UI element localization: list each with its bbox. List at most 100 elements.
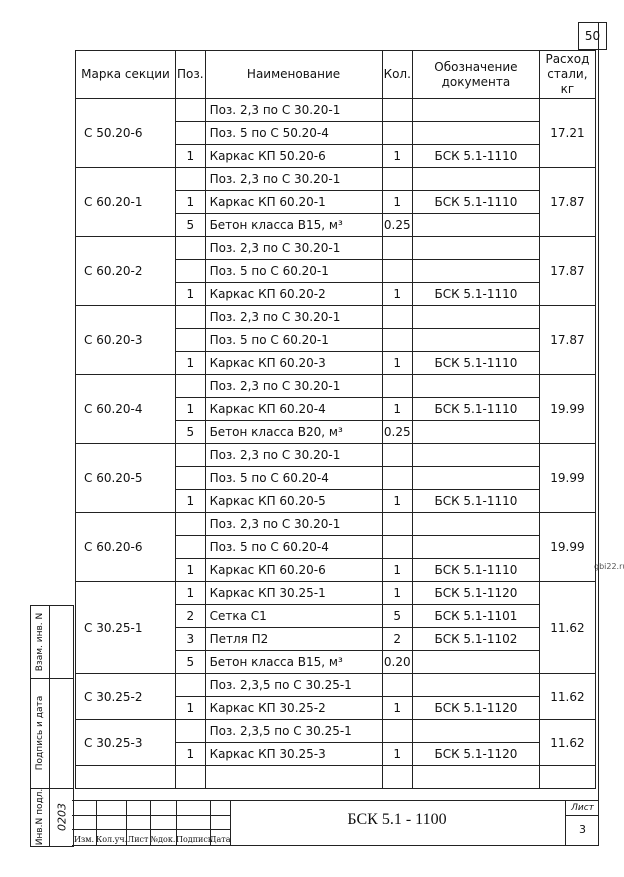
item-name: Поз. 2,3 по С 30.20-1 — [204, 236, 383, 260]
item-name: Поз. 2,3 по С 30.20-1 — [204, 305, 383, 329]
item-name: Каркас КП 60.20-1 — [204, 190, 383, 214]
position — [175, 328, 206, 352]
position: 1 — [175, 696, 206, 720]
steel-consumption: 11.62 — [538, 673, 596, 720]
section-mark: С 60.20-4 — [75, 374, 176, 444]
document-ref: БСК 5.1-1110 — [411, 144, 540, 168]
document-ref: БСК 5.1-1110 — [411, 397, 540, 421]
item-name: Каркас КП 60.20-5 — [204, 489, 383, 513]
item-name: Каркас КП 60.20-2 — [204, 282, 383, 306]
table-row: С 30.25-1 1 Каркас КП 30.25-1 1 БСК 5.1-1120… — [75, 581, 596, 674]
quantity — [381, 328, 413, 352]
table-row: 2 Сетка С1 5 БСК 5.1-1101 — [76, 604, 596, 628]
section-mark: С 60.20-1 — [75, 167, 176, 237]
position: 1 — [175, 351, 206, 375]
sheet-number: 3 — [579, 823, 586, 836]
position — [175, 374, 206, 398]
quantity — [381, 512, 413, 536]
document-ref: БСК 5.1-1120 — [411, 742, 540, 766]
position — [175, 443, 206, 467]
item-name: Каркас КП 60.20-6 — [204, 558, 383, 582]
section-mark: С 30.25-1 — [75, 581, 176, 674]
steel-consumption: 19.99 — [538, 443, 596, 513]
title-col-3: №док. — [150, 801, 177, 846]
position — [175, 466, 206, 490]
item-name: Бетон класса В20, м³ — [204, 420, 383, 444]
item-name: Поз. 5 по С 60.20-4 — [204, 466, 383, 490]
item-name: Каркас КП 50.20-6 — [204, 144, 383, 168]
value-sign-date — [49, 678, 74, 789]
table-row: 1 Каркас КП 60.20-6 1 БСК 5.1-1110 — [76, 558, 596, 582]
document-code: БСК 5.1 - 1100 — [347, 811, 447, 828]
empty-row — [75, 765, 596, 789]
header-name: Наименование — [204, 50, 383, 99]
document-ref: БСК 5.1-1110 — [411, 351, 540, 375]
item-name: Каркас КП 60.20-3 — [204, 351, 383, 375]
watermark: gbi22.ru — [594, 562, 624, 571]
quantity: 0.25 — [381, 213, 413, 237]
quantity: 0.20 — [381, 650, 413, 674]
position: 1 — [175, 489, 206, 513]
document-ref: БСК 5.1-1102 — [411, 627, 540, 651]
document-ref — [411, 374, 540, 398]
title-col-5: Дата — [210, 801, 231, 846]
label-inv-swap: Взам. инв. N — [31, 606, 49, 679]
header-qty: Кол. — [381, 50, 413, 99]
label-inv-orig: Инв.N подл. — [35, 788, 45, 846]
section-mark: С 60.20-6 — [75, 512, 176, 582]
document-ref: БСК 5.1-1110 — [411, 190, 540, 214]
document-ref — [411, 121, 540, 145]
table-row: Поз. 5 по С 60.20-1 — [76, 259, 596, 283]
side-stamp: Взам. инв. N Подпись и дата Инв.N подл. … — [30, 605, 74, 847]
table-row: С 60.20-2 Поз. 2,3 по С 30.20-1 17.87 — [75, 236, 596, 306]
position — [175, 535, 206, 559]
item-name: Поз. 5 по С 60.20-4 — [204, 535, 383, 559]
quantity: 1 — [381, 742, 413, 766]
position: 5 — [175, 650, 206, 674]
sheet-label: Лист — [566, 801, 599, 816]
document-ref: БСК 5.1-1120 — [411, 581, 540, 605]
quantity: 1 — [381, 489, 413, 513]
table-row: С 50.20-6 Поз. 2,3 по С 30.20-1 17.21 — [75, 98, 596, 168]
table-row: С 60.20-3 Поз. 2,3 по С 30.20-1 17.87 — [75, 305, 596, 375]
document-ref — [411, 305, 540, 329]
document-ref — [411, 650, 540, 674]
document-ref: БСК 5.1-1110 — [411, 282, 540, 306]
item-name: Поз. 2,3,5 по С 30.25-1 — [204, 673, 383, 697]
position: 2 — [175, 604, 206, 628]
label-sign-date: Подпись и дата — [31, 678, 49, 789]
position — [175, 236, 206, 260]
position: 1 — [175, 282, 206, 306]
quantity: 1 — [381, 282, 413, 306]
title-col-0: Изм. — [72, 801, 97, 846]
table-row: С 60.20-6 Поз. 2,3 по С 30.20-1 19.99 — [75, 512, 596, 582]
section-mark: С 60.20-3 — [75, 305, 176, 375]
document-ref — [411, 259, 540, 283]
quantity — [381, 443, 413, 467]
quantity — [381, 673, 413, 697]
document-ref — [411, 236, 540, 260]
item-name: Поз. 2,3 по С 30.20-1 — [204, 443, 383, 467]
table-row: 5 Бетон класса В20, м³ 0.25 — [76, 420, 596, 444]
document-ref — [411, 213, 540, 237]
quantity: 5 — [381, 604, 413, 628]
position — [175, 259, 206, 283]
title-col-4: Подпись — [176, 801, 212, 846]
item-name: Бетон класса В15, м³ — [204, 650, 383, 674]
header-mark: Марка секции — [75, 50, 176, 99]
position — [175, 673, 206, 697]
table-row: 1 Каркас КП 60.20-1 1 БСК 5.1-1110 — [76, 190, 596, 214]
quantity — [381, 374, 413, 398]
sheet-top-number: 50 — [578, 22, 607, 50]
steel-consumption: 19.99 — [538, 512, 596, 582]
header-doc: Обозначение документа — [411, 50, 540, 99]
item-name: Каркас КП 30.25-2 — [204, 696, 383, 720]
document-ref: БСК 5.1-1101 — [411, 604, 540, 628]
document-ref — [411, 98, 540, 122]
document-ref — [411, 420, 540, 444]
position: 1 — [175, 742, 206, 766]
document-ref — [411, 535, 540, 559]
position — [175, 121, 206, 145]
table-row: 1 Каркас КП 60.20-4 1 БСК 5.1-1110 — [76, 397, 596, 421]
steel-consumption: 17.21 — [538, 98, 596, 168]
